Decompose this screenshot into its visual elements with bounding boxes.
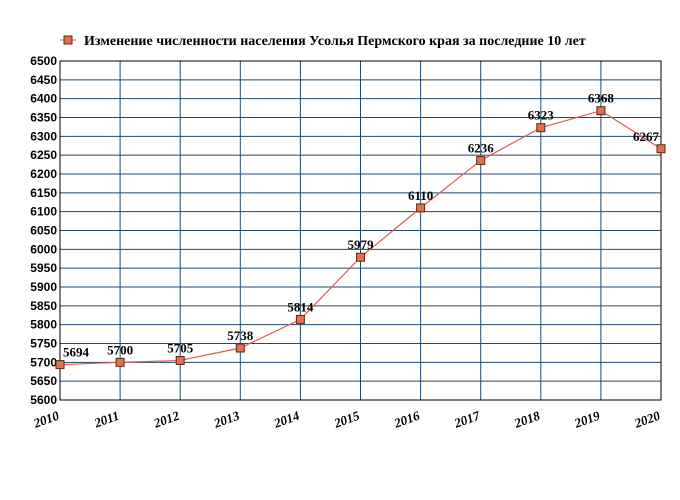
- y-tick-label: 5950: [30, 261, 57, 275]
- data-label: 5738: [227, 328, 254, 343]
- data-label: 6110: [408, 188, 433, 203]
- y-tick-label: 6000: [30, 242, 57, 256]
- series-markers: [55, 106, 666, 370]
- y-tick-label: 5800: [30, 318, 57, 332]
- x-tick-label: 2012: [151, 408, 182, 432]
- y-tick-label: 5700: [30, 355, 57, 369]
- data-point: [416, 203, 426, 213]
- x-tick-label: 2016: [391, 408, 422, 432]
- y-tick-label: 6050: [30, 224, 57, 238]
- legend-marker-swatch: [63, 35, 73, 45]
- data-point: [175, 355, 185, 365]
- y-tick-label: 6300: [30, 129, 57, 143]
- data-point: [536, 123, 546, 133]
- y-tick-label: 6250: [30, 148, 57, 162]
- y-tick-label: 6200: [30, 167, 57, 181]
- data-point: [235, 343, 245, 353]
- x-axis-ticks: 2010 2011 2012 2013 2014 2015 2016 2017 2018 2019…: [31, 408, 663, 432]
- data-label: 6368: [588, 91, 615, 106]
- data-point: [476, 155, 486, 165]
- y-tick-label: 6450: [30, 73, 57, 87]
- x-tick-label: 2017: [451, 408, 482, 432]
- data-label: 6267: [633, 129, 660, 144]
- data-point: [356, 252, 365, 262]
- y-tick-label: 5600: [30, 393, 57, 407]
- x-tick-label: 2018: [511, 408, 542, 432]
- legend-label: Изменение численности населения Усолья П…: [84, 34, 586, 49]
- data-point: [55, 360, 65, 370]
- y-tick-label: 5900: [30, 280, 57, 294]
- data-point: [656, 144, 666, 154]
- data-label: 5700: [107, 342, 133, 357]
- y-tick-label: 6350: [30, 111, 57, 125]
- data-labels: 5694 5700 5705 5738 5814 5979 6110 6236 6323 6368…: [63, 91, 660, 360]
- y-tick-label: 5650: [30, 374, 57, 388]
- y-tick-label: 6400: [30, 92, 57, 106]
- data-point: [115, 357, 125, 367]
- x-tick-label: 2013: [211, 408, 242, 432]
- data-label: 6323: [528, 108, 555, 123]
- x-tick-label: 2015: [331, 408, 362, 432]
- x-tick-label: 2020: [632, 408, 663, 432]
- data-point: [596, 106, 606, 116]
- y-tick-label: 6500: [30, 54, 57, 68]
- data-label: 6236: [468, 140, 495, 155]
- data-label: 5705: [167, 340, 194, 355]
- y-tick-label: 5750: [30, 337, 57, 351]
- x-tick-label: 2014: [271, 408, 302, 432]
- data-label: 5814: [287, 299, 314, 314]
- y-axis-ticks: 5600 5650 5700 5750 5800 5850 5900 5950 6000 6050…: [30, 54, 57, 407]
- data-point: [295, 314, 305, 324]
- plot-border: [59, 60, 662, 401]
- data-label: 5979: [348, 237, 375, 252]
- legend: Изменение численности населения Усолья П…: [60, 34, 586, 49]
- y-tick-label: 5850: [30, 299, 57, 313]
- chart-grid: [59, 60, 662, 401]
- y-tick-label: 6150: [30, 186, 57, 200]
- y-tick-label: 6100: [30, 205, 57, 219]
- x-tick-label: 2019: [571, 408, 602, 432]
- x-tick-label: 2011: [91, 408, 121, 431]
- data-label: 5694: [63, 345, 90, 360]
- x-tick-label: 2010: [31, 408, 62, 432]
